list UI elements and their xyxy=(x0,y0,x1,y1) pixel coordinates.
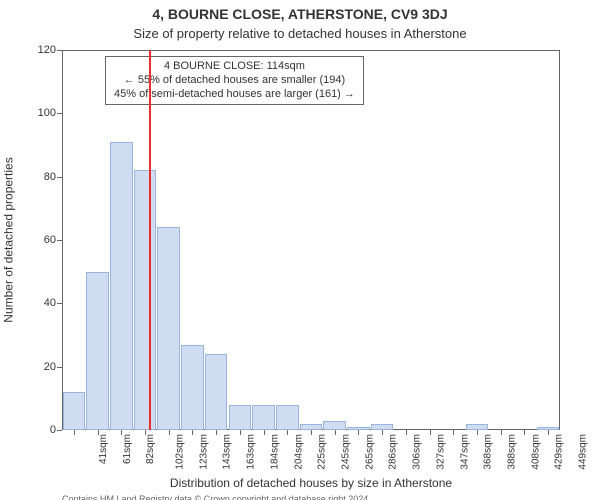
x-tick-label: 286sqm xyxy=(388,434,399,470)
y-axis-title-container: Number of detached properties xyxy=(0,50,18,430)
x-tick-label: 388sqm xyxy=(507,434,518,470)
y-tick-mark xyxy=(57,50,62,51)
x-tick-label: 327sqm xyxy=(435,434,446,470)
histogram-bar xyxy=(229,405,252,430)
marker-annotation: 4 BOURNE CLOSE: 114sqm ← 55% of detached… xyxy=(105,56,364,105)
x-tick-mark xyxy=(192,430,193,435)
x-axis-title: Distribution of detached houses by size … xyxy=(62,476,560,490)
x-tick-label: 204sqm xyxy=(293,434,304,470)
x-tick-mark xyxy=(74,430,75,435)
histogram-bar xyxy=(134,170,157,430)
x-tick-mark xyxy=(382,430,383,435)
x-tick-mark xyxy=(216,430,217,435)
x-tick-mark xyxy=(98,430,99,435)
x-tick-mark xyxy=(501,430,502,435)
x-tick-mark xyxy=(145,430,146,435)
y-tick-mark xyxy=(57,177,62,178)
x-tick-mark xyxy=(311,430,312,435)
x-tick-label: 61sqm xyxy=(122,434,133,464)
x-tick-mark xyxy=(335,430,336,435)
histogram-bar xyxy=(252,405,275,430)
y-tick-mark xyxy=(57,303,62,304)
x-tick-label: 306sqm xyxy=(412,434,423,470)
x-tick-label: 41sqm xyxy=(98,434,109,464)
x-tick-label: 82sqm xyxy=(145,434,156,464)
x-tick-label: 429sqm xyxy=(554,434,565,470)
x-tick-label: 225sqm xyxy=(317,434,328,470)
x-tick-label: 408sqm xyxy=(530,434,541,470)
chart-title: 4, BOURNE CLOSE, ATHERSTONE, CV9 3DJ xyxy=(0,6,600,22)
x-tick-mark xyxy=(453,430,454,435)
x-tick-label: 123sqm xyxy=(198,434,209,470)
x-tick-mark xyxy=(287,430,288,435)
chart-subtitle: Size of property relative to detached ho… xyxy=(0,26,600,41)
histogram-bar xyxy=(181,345,204,431)
attribution: Contains HM Land Registry data © Crown c… xyxy=(62,494,560,500)
histogram-bar xyxy=(157,227,180,430)
attribution-line-1: Contains HM Land Registry data © Crown c… xyxy=(62,494,560,500)
histogram-bar xyxy=(276,405,299,430)
y-tick-mark xyxy=(57,367,62,368)
histogram-bar xyxy=(86,272,109,430)
y-tick-mark xyxy=(57,113,62,114)
histogram-bar xyxy=(110,142,133,430)
x-tick-label: 449sqm xyxy=(578,434,589,470)
x-tick-mark xyxy=(358,430,359,435)
x-tick-mark xyxy=(477,430,478,435)
x-tick-mark xyxy=(121,430,122,435)
histogram-bar xyxy=(323,421,346,431)
x-tick-label: 163sqm xyxy=(246,434,257,470)
x-tick-label: 143sqm xyxy=(222,434,233,470)
x-tick-mark xyxy=(524,430,525,435)
x-tick-label: 102sqm xyxy=(175,434,186,470)
plot-area: 4 BOURNE CLOSE: 114sqm ← 55% of detached… xyxy=(62,50,560,430)
histogram-bar xyxy=(205,354,228,430)
y-tick-mark xyxy=(57,240,62,241)
x-tick-mark xyxy=(548,430,549,435)
x-tick-label: 265sqm xyxy=(364,434,375,470)
x-tick-label: 245sqm xyxy=(341,434,352,470)
y-axis-title: Number of detached properties xyxy=(2,157,16,322)
chart-container: 4, BOURNE CLOSE, ATHERSTONE, CV9 3DJ Siz… xyxy=(0,0,600,500)
x-tick-mark xyxy=(240,430,241,435)
marker-line xyxy=(149,50,151,430)
x-tick-label: 184sqm xyxy=(269,434,280,470)
x-tick-label: 368sqm xyxy=(483,434,494,470)
x-tick-mark xyxy=(169,430,170,435)
x-tick-label: 347sqm xyxy=(459,434,470,470)
y-tick-mark xyxy=(57,430,62,431)
x-tick-mark xyxy=(264,430,265,435)
x-tick-mark xyxy=(406,430,407,435)
histogram-bar xyxy=(63,392,86,430)
x-tick-mark xyxy=(430,430,431,435)
